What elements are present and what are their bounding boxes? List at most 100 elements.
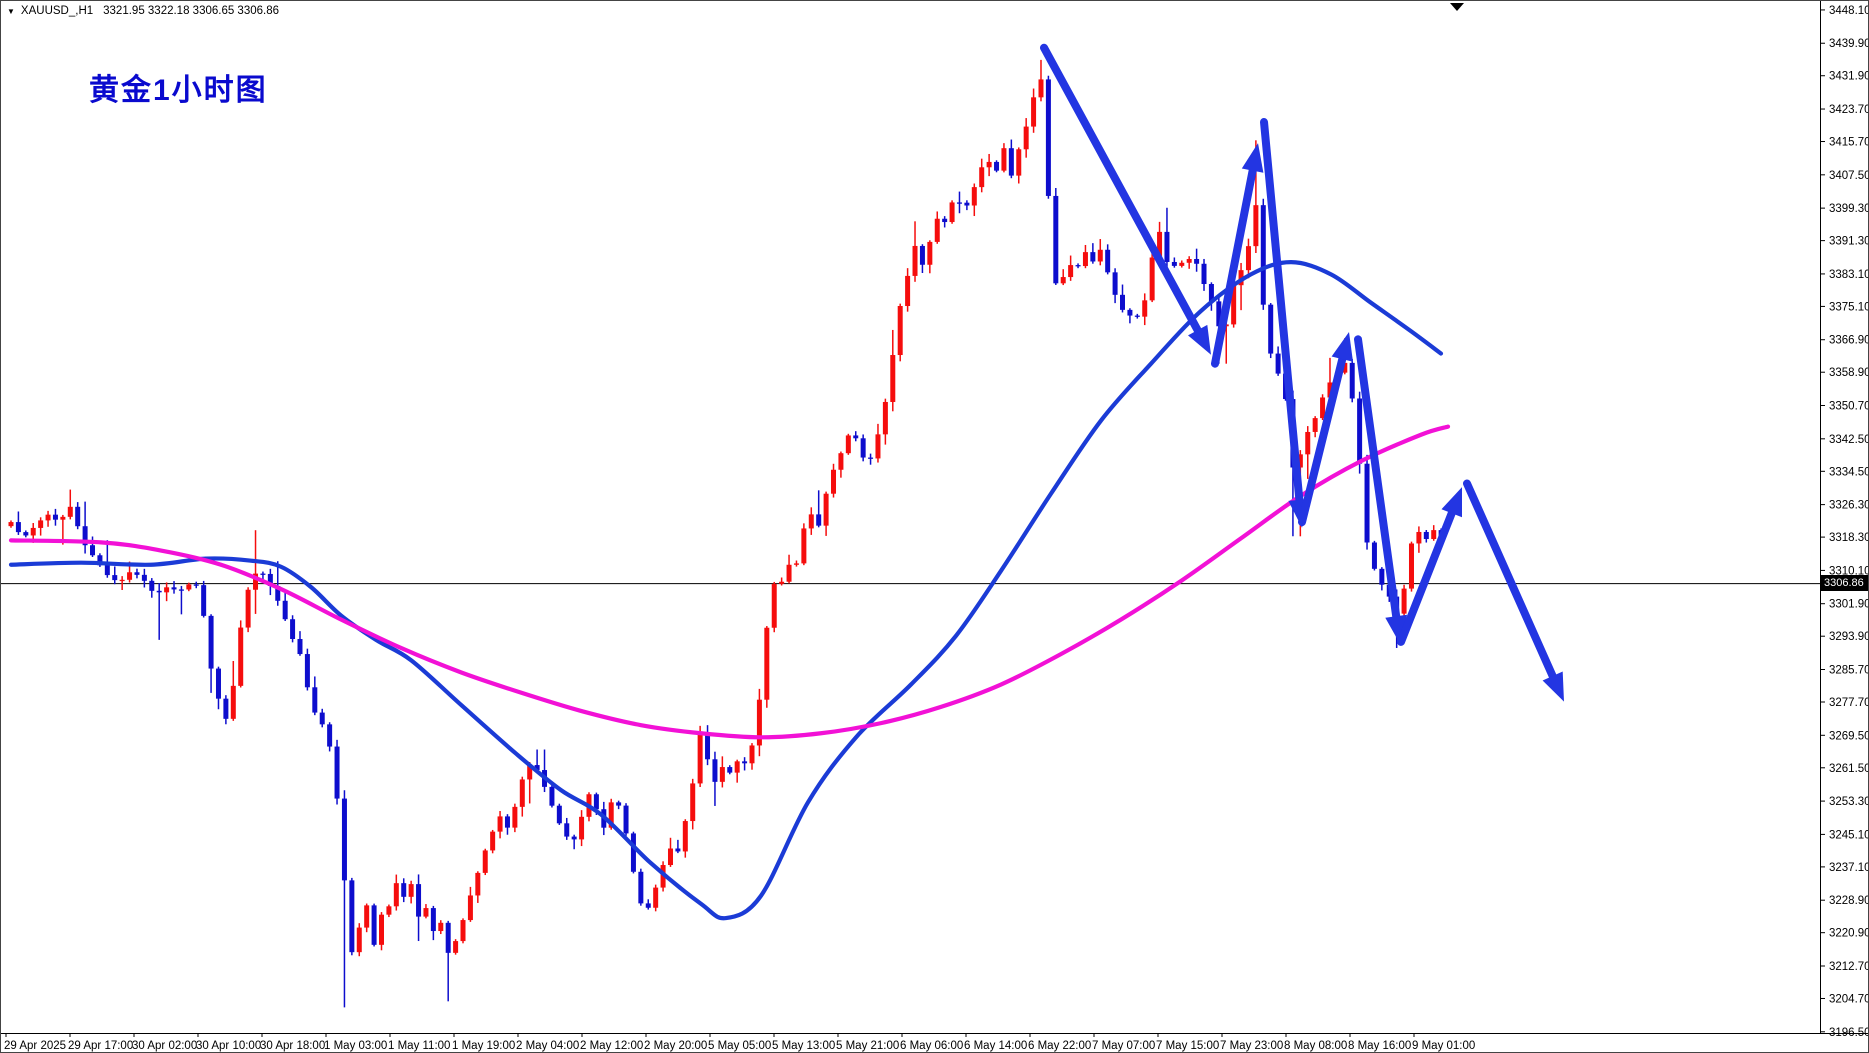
candle-body [749, 745, 755, 764]
candle-body [290, 619, 296, 640]
candle-body [393, 883, 399, 907]
x-axis-label: 5 May 13:00 [772, 1040, 835, 1052]
candle-body [1431, 530, 1437, 540]
candle-body [1001, 148, 1007, 171]
candle-body [779, 581, 785, 584]
x-axis-label: 2 May 12:00 [580, 1040, 643, 1052]
candle-body [1216, 301, 1222, 327]
candle-body [304, 654, 310, 688]
forecast-arrow-shaft[interactable] [1463, 479, 1561, 690]
forecast-arrow-shaft[interactable] [1040, 43, 1207, 343]
candle-body [964, 202, 970, 206]
candle-body [371, 905, 377, 945]
y-axis-label: 3448.10 [1829, 5, 1869, 17]
candle-body [808, 514, 814, 529]
candle-body [238, 627, 244, 686]
candle-body [801, 528, 807, 564]
candle-body [549, 786, 555, 806]
y-axis-label: 3269.50 [1829, 730, 1869, 742]
candle-body [1053, 195, 1059, 284]
y-axis-label: 3261.50 [1829, 763, 1869, 775]
forecast-arrow-shaft[interactable] [1354, 335, 1402, 631]
y-axis-label: 3439.90 [1829, 38, 1869, 50]
x-axis-label: 1 May 03:00 [324, 1040, 387, 1052]
candle-body [1245, 246, 1251, 271]
candle-body [423, 908, 429, 917]
candle-body [253, 573, 259, 590]
candle-body [1031, 97, 1037, 127]
candle-body [475, 872, 481, 896]
y-axis-label: 3399.30 [1829, 203, 1869, 215]
y-axis-label: 3366.90 [1829, 335, 1869, 347]
candle-body [8, 522, 14, 527]
candle-body [364, 905, 370, 928]
x-axis-label: 6 May 06:00 [900, 1040, 963, 1052]
price-scale[interactable]: 3448.10 3439.90 3431.90 3423.70 3415.70 3407.… [1820, 5, 1869, 1039]
candle-body [764, 627, 770, 700]
slow-magenta-ma[interactable] [8, 424, 1451, 740]
y-axis-label: 3318.30 [1829, 532, 1869, 544]
fast-blue-ma[interactable] [8, 260, 1444, 921]
candle-body [67, 506, 73, 517]
forecast-arrow-shaft[interactable] [1211, 156, 1259, 368]
candle-body [868, 457, 874, 459]
candle-body [1275, 353, 1281, 374]
candle-body [141, 574, 147, 581]
y-axis-label: 3220.90 [1829, 928, 1869, 940]
candle-body [712, 759, 718, 782]
candle-body [1342, 362, 1348, 373]
candle-body [860, 438, 866, 458]
symbol-period-label: XAUUSD_,H1 [20, 5, 94, 17]
candle-body [1045, 79, 1051, 196]
candle-body [497, 816, 503, 832]
candle-body [719, 767, 725, 782]
candle-body [1016, 149, 1022, 176]
forecast-arrow-shaft[interactable] [1260, 118, 1305, 514]
candle-body [282, 600, 288, 620]
candle-body [445, 922, 451, 953]
forecast-arrowhead-icon [1441, 487, 1462, 518]
candle-body [927, 241, 933, 265]
candle-body [1142, 300, 1148, 317]
candle-body [949, 202, 955, 223]
candle-body [912, 245, 918, 276]
candle-body [275, 586, 281, 601]
candle-body [890, 355, 896, 402]
candle-body [608, 802, 614, 828]
candle-body [134, 572, 140, 575]
x-axis-label: 1 May 11:00 [388, 1040, 450, 1052]
candle-body [1060, 277, 1066, 284]
fast-blue-ma-line [8, 260, 1444, 921]
y-axis-label: 3204.70 [1829, 993, 1869, 1005]
candle-body [164, 587, 170, 593]
chart-shift-marker-icon[interactable] [1450, 3, 1464, 11]
y-axis-label: 3358.90 [1829, 367, 1869, 379]
candle-body [630, 833, 636, 872]
candle-body [1401, 588, 1407, 614]
candle-body [386, 906, 392, 915]
candle-body [1371, 542, 1377, 569]
y-axis-label: 3375.10 [1829, 301, 1869, 313]
candle-body [882, 401, 888, 435]
symbol-dropdown-icon[interactable]: ▼ [7, 6, 15, 16]
candle-body [742, 761, 748, 764]
forecast-arrows [1040, 43, 1564, 702]
x-axis-label: 29 Apr 17:00 [68, 1040, 133, 1052]
forecast-arrow-shaft[interactable] [1298, 345, 1349, 527]
chart-plot-area[interactable] [1, 1, 1820, 1033]
x-axis-label: 30 Apr 10:00 [196, 1040, 261, 1052]
x-axis-label: 7 May 23:00 [1220, 1040, 1283, 1052]
candle-body [593, 794, 599, 810]
ohlc-values: 3321.95 3322.18 3306.65 3306.86 [103, 5, 280, 17]
candle-body [119, 579, 125, 582]
candle-body [467, 895, 473, 921]
candle-body [379, 914, 384, 945]
candle-body [193, 584, 199, 586]
forecast-arrow-shaft[interactable] [1397, 499, 1460, 646]
y-axis-label: 3350.70 [1829, 401, 1869, 413]
candle-body [60, 516, 66, 520]
x-axis-label: 7 May 15:00 [1156, 1040, 1219, 1052]
y-axis-label: 3431.90 [1829, 71, 1869, 83]
